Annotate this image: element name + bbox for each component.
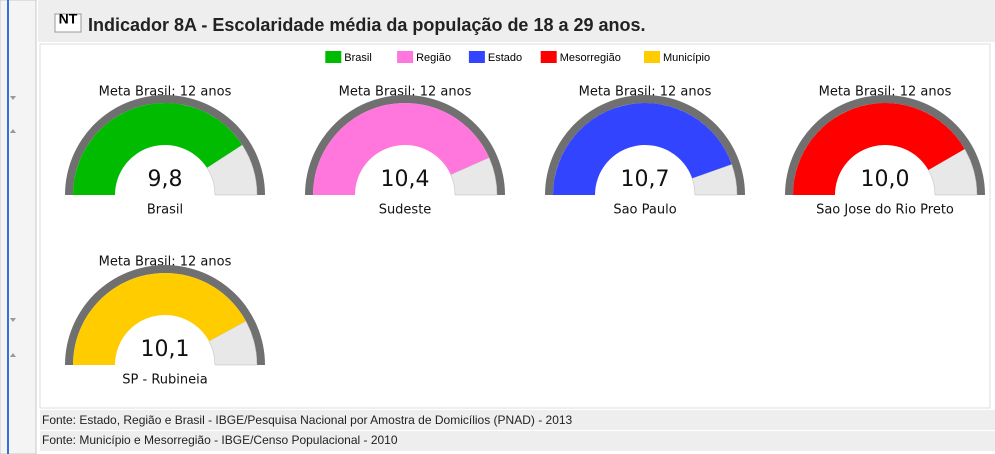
- gauge-title: Meta Brasil: 12 anos: [579, 85, 712, 100]
- footer-text: Fonte: Município e Mesorregião - IBGE/Ce…: [42, 433, 398, 447]
- gauge-name: Sao Paulo: [613, 203, 676, 218]
- scroll-arrow[interactable]: [10, 129, 16, 133]
- logo-box: [54, 13, 82, 33]
- gauge-value: [73, 272, 246, 365]
- gauge-value-label: 10,7: [621, 167, 670, 192]
- legend-label: Estado: [488, 52, 522, 64]
- gauge-value-label: 9,8: [148, 167, 183, 192]
- logo: NT: [59, 11, 78, 27]
- sidebar: [0, 0, 37, 454]
- gauge-title: Meta Brasil: 12 anos: [819, 85, 952, 100]
- gauge-value-label: 10,1: [141, 337, 190, 362]
- legend-swatch: [325, 51, 342, 63]
- legend-label: Região: [416, 52, 451, 64]
- page-title: Indicador 8A - Escolaridade média da pop…: [88, 15, 646, 35]
- legend-swatch: [397, 51, 414, 63]
- header-bar: [38, 0, 995, 42]
- gauge-title: Meta Brasil: 12 anos: [99, 255, 232, 270]
- gauge-rest: [691, 163, 738, 196]
- gauge-rest: [927, 148, 978, 196]
- footer-text: Fonte: Estado, Região e Brasil - IBGE/Pe…: [42, 413, 573, 427]
- legend-swatch: [644, 51, 660, 63]
- gauge-title: Meta Brasil: 12 anos: [339, 85, 472, 100]
- legend-label: Município: [663, 52, 710, 64]
- gauge-value: [73, 102, 243, 195]
- gauge-rest: [208, 320, 258, 366]
- gauge-value: [553, 102, 732, 195]
- gauges: Meta Brasil: 12 anos 9,8 Brasil Meta Brasil…: [65, 85, 985, 388]
- gauge-name: Sao Jose do Rio Preto: [816, 203, 954, 218]
- gauge-value-label: 10,0: [861, 167, 910, 192]
- scroll-arrow[interactable]: [10, 353, 16, 357]
- gauge-value: [313, 102, 490, 195]
- legend-label: Brasil: [344, 52, 372, 64]
- gauge-value: [793, 102, 965, 195]
- gauge-name: SP - Rubineia: [122, 373, 207, 388]
- legend-swatch: [540, 51, 557, 63]
- gauge-value-label: 10,4: [381, 167, 430, 192]
- legend-swatch: [468, 51, 485, 63]
- legend-label: Mesorregião: [560, 52, 621, 64]
- footer-bar: [40, 410, 995, 430]
- gauge-title: Meta Brasil: 12 anos: [99, 85, 232, 100]
- scroll-arrow[interactable]: [10, 318, 16, 322]
- footer-bar: [40, 431, 995, 451]
- gauge-rest: [450, 157, 498, 196]
- gauge-name: Brasil: [147, 203, 183, 218]
- scroll-arrow[interactable]: [10, 96, 16, 100]
- legend: Brasil Região Estado Mesorregião Município: [325, 51, 710, 64]
- gauge-rest: [206, 144, 258, 196]
- gauge-name: Sudeste: [379, 203, 432, 218]
